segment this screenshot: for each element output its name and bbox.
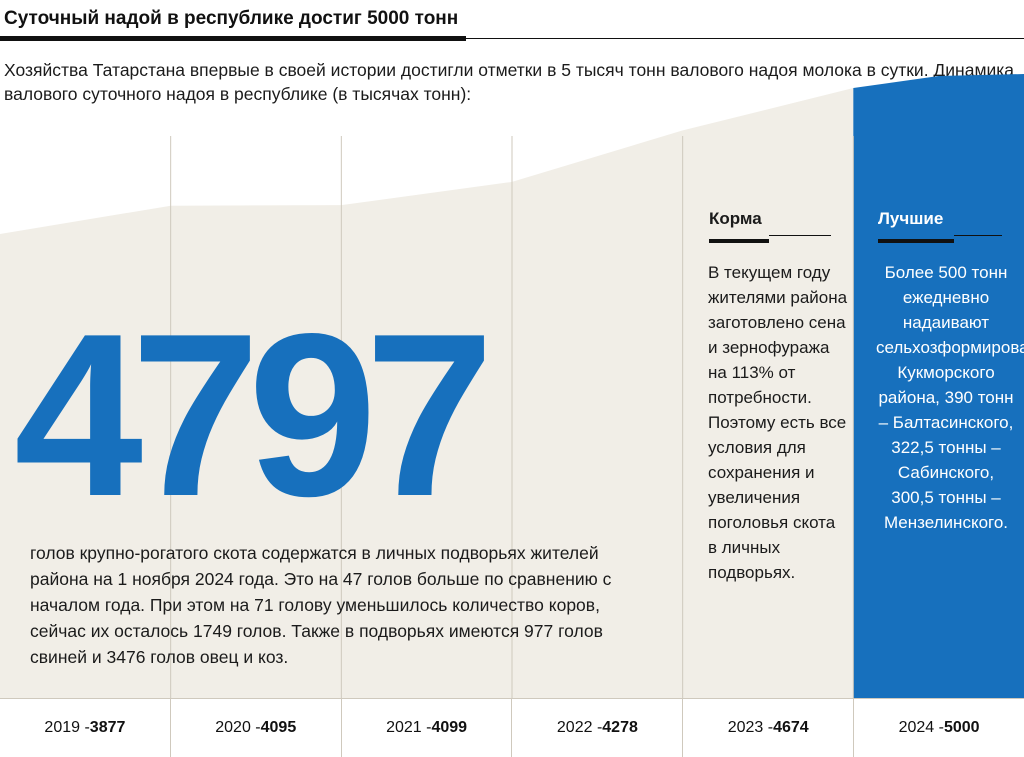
year-value: 5000 xyxy=(943,719,980,736)
year-text: 2020 - xyxy=(215,719,261,736)
year-text: 2024 - xyxy=(898,719,944,736)
feed-text: В текущем году жителями района заготовле… xyxy=(708,263,848,582)
feed-title-rule xyxy=(709,239,769,243)
area-segment-2024 xyxy=(853,74,1024,698)
headline-rule-thin xyxy=(466,38,1024,39)
year-label-2019: 2019 - 3877 xyxy=(0,699,170,757)
cattle-count-number: 4797 xyxy=(14,286,494,545)
headline-rule xyxy=(0,36,466,41)
year-label-2020: 2020 - 4095 xyxy=(169,699,341,757)
year-value: 4278 xyxy=(602,719,638,736)
feed-title: Корма xyxy=(709,209,762,228)
year-label-2023: 2023 - 4674 xyxy=(682,699,853,757)
headline: Суточный надой в республике достиг 5000 … xyxy=(4,8,459,29)
year-text: 2023 - xyxy=(727,719,774,736)
year-value: 4674 xyxy=(773,719,809,736)
best-title-rule-thin xyxy=(954,235,1002,236)
year-label-2021: 2021 - 4099 xyxy=(340,699,512,757)
year-value: 3877 xyxy=(89,719,126,736)
year-text: 2022 - xyxy=(556,719,603,736)
best-title: Лучшие xyxy=(878,209,944,228)
best-title-rule xyxy=(878,239,954,243)
year-value: 4099 xyxy=(431,719,468,736)
feed-title-rule-thin xyxy=(769,235,831,236)
best-text: Более 500 тонн ежедневно надаивают сельх… xyxy=(876,263,1024,532)
year-label-2022: 2022 - 4278 xyxy=(511,699,682,757)
intro-text: Хозяйства Татарстана впервые в своей ист… xyxy=(4,60,1015,104)
cattle-description: голов крупно-рогатого скота содержатся в… xyxy=(30,543,612,667)
year-text: 2021 - xyxy=(386,719,432,736)
year-label-2024: 2024 - 5000 xyxy=(853,699,1024,757)
year-value: 4095 xyxy=(260,719,297,736)
year-text: 2019 - xyxy=(44,719,90,736)
year-value-row: 2019 - 3877 2020 - 4095 2021 - 4099 2022 - … xyxy=(0,698,1024,757)
